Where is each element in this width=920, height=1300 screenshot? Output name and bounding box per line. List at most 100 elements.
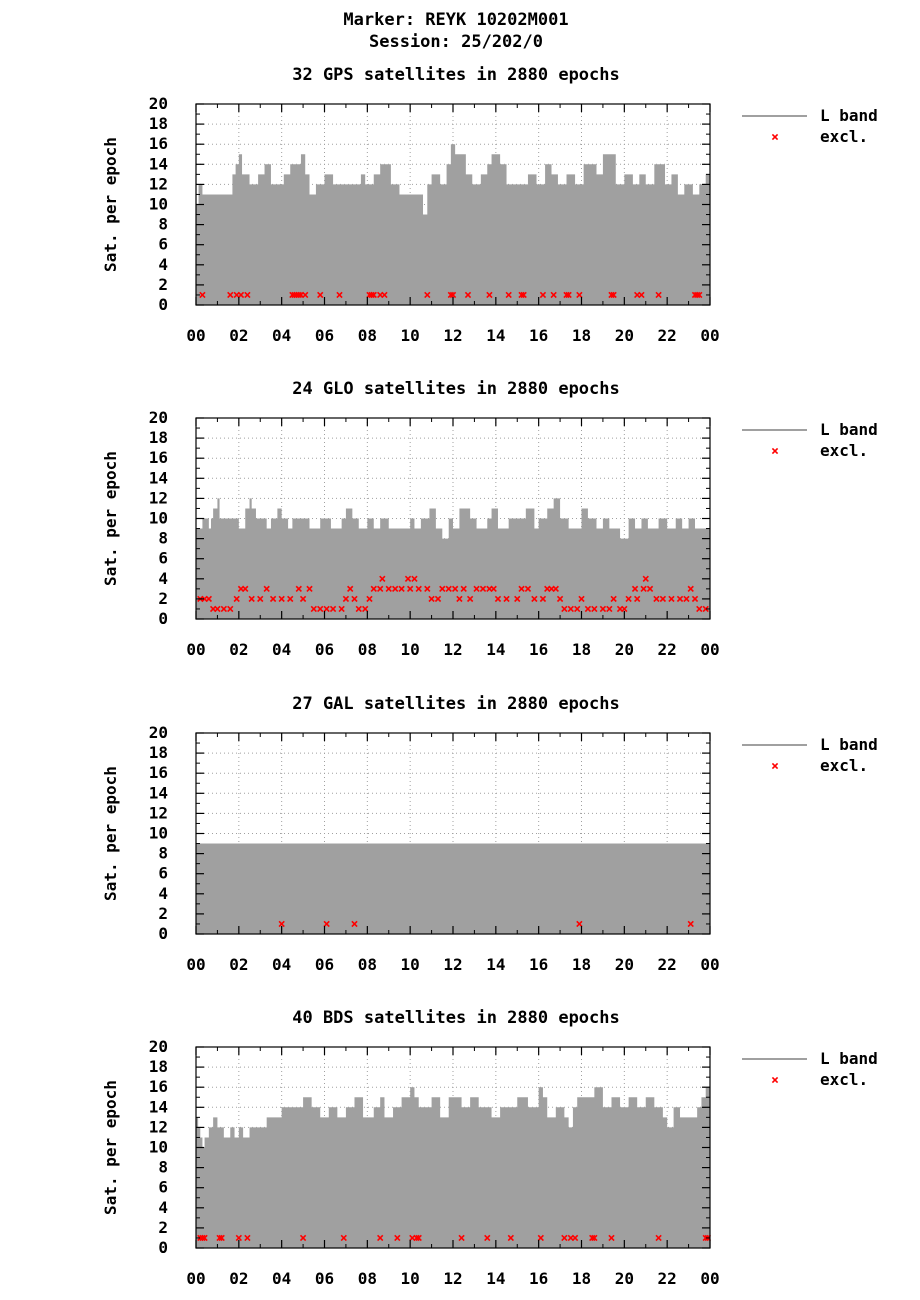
excluded-point (460, 585, 467, 593)
excluded-point (242, 585, 249, 593)
excluded-point (552, 585, 559, 593)
y-tick-label: 14 (149, 468, 168, 487)
legend-label-excluded: excl. (820, 1070, 868, 1089)
y-tick-label: 0 (158, 295, 168, 314)
x-tick-label: 22 (658, 955, 677, 974)
excluded-point (634, 595, 641, 603)
x-tick-label: 16 (529, 640, 548, 659)
excluded-point (381, 291, 388, 299)
excluded-point (464, 291, 472, 299)
x-tick-label: 02 (229, 640, 248, 659)
excluded-point (599, 605, 607, 613)
excluded-point (567, 605, 574, 613)
excluded-point (691, 595, 699, 603)
excluded-point (507, 1234, 514, 1242)
x-tick-label: 10 (401, 326, 420, 345)
excluded-point (531, 595, 538, 603)
excluded-point (424, 585, 431, 593)
y-tick-label: 14 (149, 1097, 168, 1116)
x-tick-label: 20 (615, 1269, 634, 1288)
x-tick-label: 04 (272, 326, 291, 345)
x-tick-label: 14 (486, 1269, 505, 1288)
x-tick-label: 22 (658, 640, 677, 659)
x-tick-label: 08 (358, 955, 377, 974)
excluded-point (591, 605, 598, 613)
excluded-point (201, 1234, 208, 1242)
excluded-point (199, 1234, 206, 1242)
x-tick-label: 04 (272, 640, 291, 659)
excluded-point (574, 605, 581, 613)
y-tick-label: 18 (149, 743, 168, 762)
excluded-point (287, 595, 294, 603)
excluded-point (514, 595, 521, 603)
y-tick-label: 4 (158, 255, 168, 274)
legend-label-excluded: excl. (820, 441, 868, 460)
bds-chart-panel: 40 BDS satellites in 2880 epochs02468101… (101, 1008, 878, 1288)
excluded-point (244, 291, 251, 299)
x-tick-label: 06 (315, 1269, 334, 1288)
excluded-point (539, 595, 547, 603)
excluded-point (524, 585, 532, 593)
excluded-point (407, 585, 414, 593)
x-tick-label: 10 (401, 640, 420, 659)
x-tick-label: 12 (443, 1269, 462, 1288)
excluded-point (561, 1234, 568, 1242)
excluded-point (411, 575, 418, 582)
legend-swatch-excluded (771, 1076, 779, 1084)
excluded-point (415, 585, 422, 593)
y-tick-label: 12 (149, 488, 168, 507)
glo-chart-panel: 24 GLO satellites in 2880 epochs02468101… (101, 379, 878, 659)
y-tick-label: 10 (149, 195, 168, 214)
excluded-point (299, 595, 307, 603)
excluded-point (302, 291, 309, 299)
y-tick-label: 8 (158, 529, 168, 548)
y-tick-label: 12 (149, 174, 168, 193)
excluded-point (235, 1234, 242, 1242)
excluded-point (413, 1234, 420, 1242)
excluded-point (539, 291, 547, 299)
l-band-area (196, 843, 710, 934)
chart-title: 24 GLO satellites in 2880 epochs (292, 379, 620, 399)
y-tick-label: 4 (158, 569, 168, 588)
x-tick-label: 18 (572, 955, 591, 974)
excluded-point (342, 595, 350, 603)
x-tick-label: 18 (572, 326, 591, 345)
excluded-point (370, 585, 377, 593)
x-tick-label: 06 (315, 326, 334, 345)
y-tick-label: 2 (158, 1218, 168, 1237)
legend-label-l-band: L band (820, 420, 878, 439)
excluded-point (377, 585, 384, 593)
x-tick-label: 16 (529, 955, 548, 974)
y-tick-label: 0 (158, 1238, 168, 1257)
x-tick-label: 12 (443, 955, 462, 974)
excluded-markers (199, 291, 703, 299)
excluded-point (571, 1234, 579, 1242)
excluded-point (625, 595, 632, 603)
excluded-markers (197, 575, 709, 613)
excluded-point (565, 291, 572, 299)
x-tick-label: 12 (443, 326, 462, 345)
y-tick-label: 16 (149, 134, 168, 153)
excluded-point (520, 291, 527, 299)
legend-swatch-excluded (771, 447, 779, 455)
y-tick-label: 8 (158, 215, 168, 234)
y-tick-label: 16 (149, 448, 168, 467)
excluded-point (355, 605, 362, 613)
excluded-point (486, 291, 493, 299)
excluded-point (351, 595, 358, 603)
x-tick-label: 22 (658, 1269, 677, 1288)
excluded-point (317, 605, 324, 613)
excluded-point (295, 585, 302, 593)
excluded-point (394, 1234, 401, 1242)
excluded-point (610, 595, 617, 603)
x-tick-label: 20 (615, 955, 634, 974)
excluded-point (377, 1234, 384, 1242)
excluded-point (269, 595, 277, 603)
excluded-point (218, 1234, 225, 1242)
gal-chart-panel: 27 GAL satellites in 2880 epochs02468101… (101, 694, 878, 974)
y-tick-label: 2 (158, 275, 168, 294)
excluded-point (621, 605, 628, 613)
y-tick-label: 18 (149, 114, 168, 133)
excluded-point (370, 291, 377, 299)
x-tick-label: 00 (186, 1269, 205, 1288)
